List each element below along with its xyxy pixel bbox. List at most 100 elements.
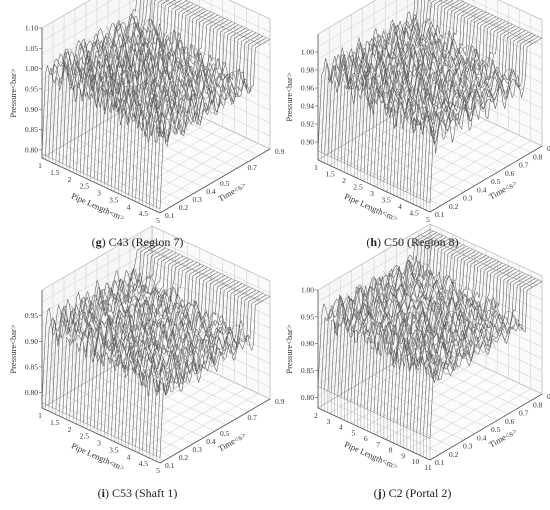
surface-line (383, 16, 497, 182)
x-tick-label: 4 (127, 202, 131, 211)
surface-line (367, 252, 480, 410)
z-tick-label: 0.94 (301, 102, 314, 111)
y-axis-j (429, 393, 543, 461)
z-tick-label: 0.92 (301, 120, 314, 129)
z-tick-label: 1.00 (301, 48, 314, 57)
surface-cross-line (327, 67, 440, 137)
caption-j: (j) C2 (Portal 2) (373, 486, 452, 500)
surface-line (72, 0, 182, 169)
grid-line (385, 368, 498, 421)
surface-cross-line (345, 50, 459, 130)
grid-line (41, 0, 113, 42)
surface-line (149, 34, 260, 205)
caption-h: (h) C50 (Region 8) (366, 235, 459, 249)
surface-cross-line (401, 23, 515, 93)
x-axis-label-j: Pipe Length<m> (343, 439, 400, 472)
surface-line (55, 0, 152, 161)
surface-line (135, 284, 246, 447)
surface-line (62, 0, 164, 164)
surface-line (357, 247, 470, 405)
z-tick-label: 0.90 (25, 105, 38, 114)
y-tick-label: 0.5 (220, 429, 230, 438)
x-tick-label: 5 (351, 428, 355, 437)
surface-line (86, 5, 198, 176)
x-tick-label: 7 (376, 440, 380, 449)
z-tick-label: 0.95 (25, 84, 38, 93)
surface-cross-line (383, 270, 496, 348)
y-tick-label: 0.3 (193, 445, 203, 454)
grid-line (136, 387, 247, 453)
surface-line (83, 260, 194, 423)
z-tick-label: 0.96 (301, 84, 314, 93)
z-tick-label: 1.10 (25, 24, 38, 33)
grid-line (200, 0, 271, 33)
grid-line (317, 235, 431, 303)
x-tick-label: 2.5 (80, 182, 90, 191)
x-tick-label: 2 (68, 425, 72, 434)
surface-cross-line (106, 282, 225, 363)
surface-line (377, 13, 490, 179)
surface-cross-line (317, 386, 431, 439)
y-tick-label: 0.4 (477, 185, 487, 194)
y-tick-label: 0.2 (449, 450, 459, 459)
x-tick-label: 1 (38, 411, 42, 420)
surface-cross-line (41, 402, 161, 459)
z-tick-label: 0.90 (301, 138, 314, 147)
y-tick-label: 0.1 (165, 461, 175, 470)
surface-line (324, 0, 422, 155)
grid-line (112, 376, 223, 442)
surface-line (135, 27, 246, 198)
grid-line (41, 237, 153, 303)
y-tick-label: 0.9 (275, 397, 285, 406)
surface-line (360, 248, 473, 407)
caption-g: (g) C43 (Region 7) (91, 235, 184, 249)
x-tick-label: 4.5 (139, 209, 149, 218)
grid-line (96, 125, 216, 182)
surface-line (69, 254, 180, 416)
surface-line (107, 271, 219, 434)
surface-cross-line (364, 287, 477, 356)
surface-cross-line (69, 303, 188, 384)
grid-line (396, 113, 509, 167)
surface-cross-line (69, 47, 188, 131)
surface-cross-line (151, 241, 271, 297)
surface-cross-line (355, 48, 468, 118)
grid-line (136, 137, 247, 203)
z-axis-label-g: Pressure<bar> (8, 68, 18, 117)
surface-line (350, 1, 464, 167)
z-tick-label: 0.98 (301, 66, 314, 75)
y-axis-i (159, 398, 271, 464)
surface-cross-line (133, 18, 252, 93)
y-tick-label: 0.4 (206, 437, 216, 446)
surface-cross-line (411, 261, 524, 331)
surface-line (347, 242, 460, 401)
surface-cross-line (185, 0, 271, 40)
y-tick-label: 0.1 (435, 458, 445, 467)
y-tick-label: 0.8 (533, 152, 543, 161)
surface-line (380, 258, 493, 416)
surface-line (321, 230, 434, 389)
y-axis-g (159, 148, 271, 214)
surface-cross-line (142, 246, 261, 302)
surface-line (111, 16, 222, 187)
z-tick-label: 0.80 (25, 145, 38, 154)
surface-line (340, 239, 454, 398)
grid-line (373, 374, 487, 428)
surface-line (41, 0, 137, 154)
y-tick-label: 0.9 (547, 144, 550, 153)
x-tick-label: 2 (68, 175, 72, 184)
surface-line (330, 235, 444, 393)
surface-line (118, 19, 229, 190)
grid-line (148, 143, 259, 208)
surface-line (41, 241, 153, 403)
grid-line (317, 247, 431, 314)
x-tick-label: 4.5 (139, 459, 149, 468)
surface-line (131, 26, 243, 197)
surface-cross-line (392, 26, 505, 96)
x-tick-label: 5 (426, 215, 430, 224)
z-tick-label: 0.85 (25, 125, 38, 134)
surface-line (86, 262, 198, 424)
x-tick-label: 3 (97, 439, 101, 448)
